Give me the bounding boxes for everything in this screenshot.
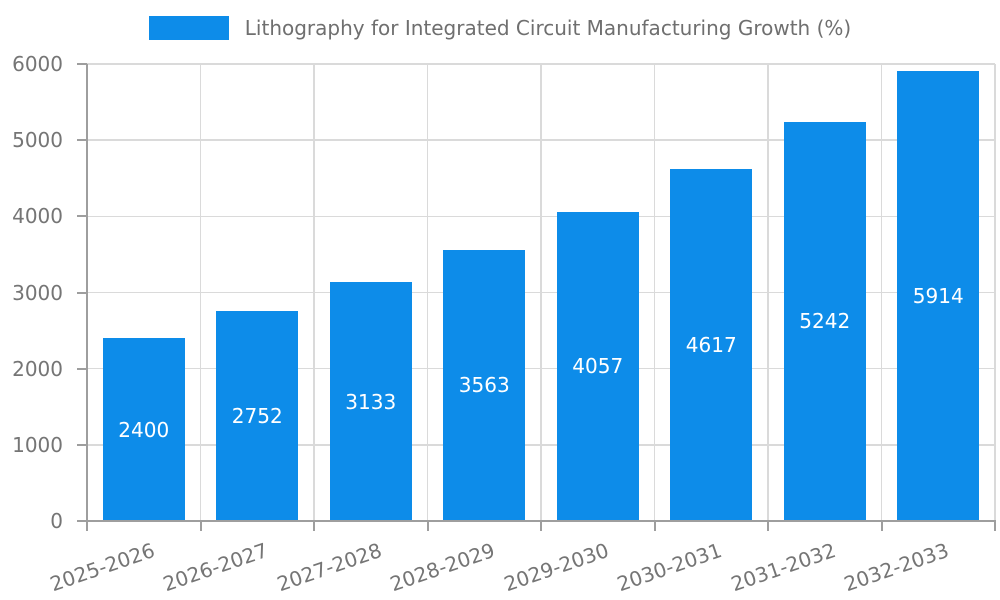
bar-value-label: 5914 xyxy=(912,283,964,308)
bar-value-label: 2752 xyxy=(231,404,283,429)
y-tick-label: 2000 xyxy=(12,356,63,381)
bar-value-label: 4057 xyxy=(572,354,624,379)
x-tick-label: 2030-2031 xyxy=(614,538,726,597)
y-axis-tick xyxy=(77,443,87,446)
bar: 3563 xyxy=(443,249,526,521)
v-gridline xyxy=(426,64,429,521)
x-axis-tick xyxy=(313,521,315,531)
legend-series-label: Lithography for Integrated Circuit Manuf… xyxy=(244,16,852,40)
x-axis-tick xyxy=(767,521,769,531)
x-tick-label: 2027-2028 xyxy=(273,538,385,597)
bar: 4057 xyxy=(556,211,639,521)
x-tick-label: 2025-2026 xyxy=(46,538,158,597)
bar-value-label: 4617 xyxy=(685,333,737,358)
x-axis-tick xyxy=(880,521,883,531)
y-tick-label: 5000 xyxy=(12,128,63,153)
y-axis-tick xyxy=(77,291,87,294)
v-gridline xyxy=(994,64,996,521)
v-gridline xyxy=(313,64,315,521)
v-gridline xyxy=(653,64,656,521)
legend-color-swatch xyxy=(148,16,229,40)
y-axis-tick xyxy=(77,215,87,218)
y-tick-label: 1000 xyxy=(12,432,63,457)
y-axis-labels: 0 1000 2000 3000 4000 5000 6000 xyxy=(0,52,75,533)
bar-value-label: 3133 xyxy=(345,389,397,414)
y-tick-label: 6000 xyxy=(12,52,63,76)
bar-value-label: 2400 xyxy=(118,417,170,442)
bar: 5242 xyxy=(783,121,866,521)
x-tick-label: 2029-2030 xyxy=(500,538,612,597)
x-tick-label: 2026-2027 xyxy=(160,538,272,597)
bar-value-label: 5242 xyxy=(799,309,851,334)
y-tick-label: 0 xyxy=(50,509,63,533)
x-axis-tick xyxy=(653,521,656,531)
y-axis-tick xyxy=(77,63,87,65)
v-gridline xyxy=(199,64,202,521)
y-axis-tick xyxy=(77,367,87,370)
bar: 2400 xyxy=(102,338,185,521)
x-axis-line xyxy=(87,520,996,522)
v-gridline xyxy=(767,64,769,521)
v-gridline xyxy=(880,64,883,521)
x-axis-tick xyxy=(426,521,429,531)
y-axis-tick xyxy=(77,139,87,142)
plot-area: 2400 2752 3133 3563 4057 4617 5242 5914 xyxy=(87,63,996,521)
bar: 3133 xyxy=(329,282,412,521)
x-axis-tick xyxy=(540,521,542,531)
y-tick-label: 3000 xyxy=(12,280,63,305)
x-tick-label: 2028-2029 xyxy=(387,538,499,597)
x-axis-tick xyxy=(199,521,202,531)
bar: 5914 xyxy=(897,70,980,521)
v-gridline xyxy=(540,64,542,521)
bar: 4617 xyxy=(670,169,753,521)
bar-value-label: 3563 xyxy=(458,373,510,398)
x-tick-label: 2032-2033 xyxy=(841,538,953,597)
x-tick-label: 2031-2032 xyxy=(727,538,839,597)
y-axis-tick xyxy=(77,520,87,522)
y-tick-label: 4000 xyxy=(12,204,63,229)
bar: 2752 xyxy=(216,311,299,521)
chart-legend: Lithography for Integrated Circuit Manuf… xyxy=(0,16,1000,40)
y-axis-line xyxy=(86,64,88,531)
x-axis-tick xyxy=(994,521,996,531)
